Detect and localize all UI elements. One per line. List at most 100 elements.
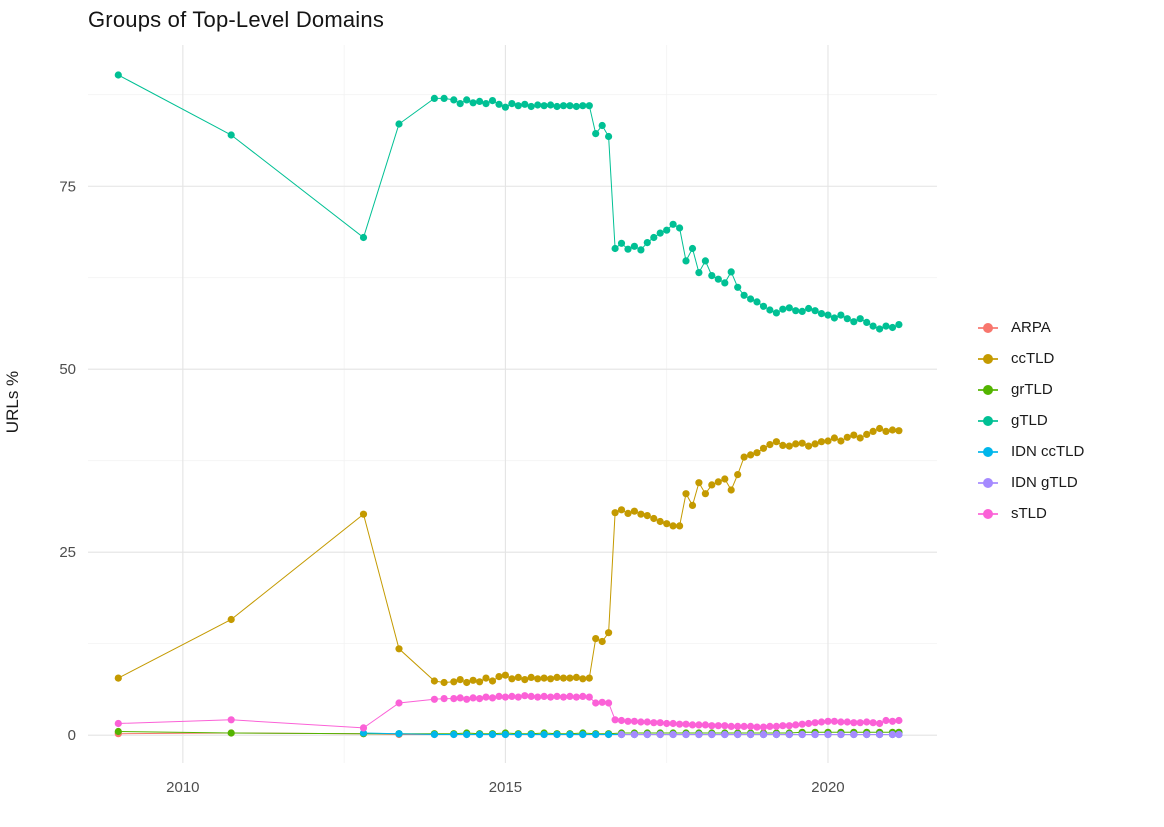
series-point-gtld bbox=[811, 307, 819, 315]
series-point-idn-cctld bbox=[514, 730, 522, 739]
series-point-idn-cctld bbox=[395, 730, 403, 738]
series-point-stld bbox=[227, 716, 235, 724]
series-point-idn-cctld bbox=[359, 729, 368, 737]
series-point-idn-gtld bbox=[630, 730, 639, 739]
series-point-idn-gtld bbox=[682, 730, 690, 739]
series-point-cctld bbox=[227, 615, 235, 624]
series-point-gtld bbox=[559, 102, 568, 110]
series-point-stld bbox=[663, 719, 671, 728]
series-point-stld bbox=[714, 722, 722, 730]
legend-item-idn-gtld: IDN gTLD bbox=[978, 473, 1084, 492]
series-point-cctld bbox=[514, 673, 522, 682]
series-point-cctld bbox=[592, 635, 600, 643]
series-point-stld bbox=[811, 719, 819, 727]
legend-item-cctld: ccTLD bbox=[978, 349, 1084, 368]
series-point-cctld bbox=[395, 645, 403, 653]
series-point-gtld bbox=[656, 229, 664, 237]
series-point-cctld bbox=[534, 675, 542, 683]
legend-key-dot-icon bbox=[983, 477, 993, 488]
series-point-gtld bbox=[469, 99, 477, 107]
series-point-cctld bbox=[617, 506, 626, 514]
series-point-gtld bbox=[476, 97, 484, 105]
series-point-stld bbox=[863, 718, 871, 726]
series-point-cctld bbox=[540, 674, 548, 682]
series-point-cctld bbox=[772, 438, 781, 446]
series-point-cctld bbox=[553, 673, 561, 682]
legend-key bbox=[978, 383, 998, 397]
series-point-stld bbox=[463, 695, 471, 703]
series-point-stld bbox=[430, 695, 438, 703]
series-point-stld bbox=[456, 694, 464, 702]
series-point-cctld bbox=[643, 511, 651, 520]
series-point-idn-gtld bbox=[850, 730, 858, 739]
series-point-gtld bbox=[650, 233, 658, 242]
series-point-idn-cctld bbox=[553, 730, 561, 739]
series-point-idn-gtld bbox=[824, 730, 832, 739]
legend-key-dot-icon bbox=[983, 508, 993, 519]
x-tick-label: 2020 bbox=[811, 779, 844, 796]
y-tick-label: 25 bbox=[59, 544, 76, 561]
series-point-gtld bbox=[785, 304, 793, 312]
series-point-idn-gtld bbox=[643, 730, 651, 739]
series-point-cctld bbox=[359, 510, 368, 518]
series-point-cctld bbox=[508, 675, 516, 683]
series-point-gtld bbox=[540, 102, 548, 110]
series-point-cctld bbox=[895, 427, 903, 435]
series-point-stld bbox=[798, 720, 806, 728]
series-point-stld bbox=[611, 716, 619, 724]
series-point-gtld bbox=[759, 302, 768, 310]
series-point-gtld bbox=[514, 102, 522, 110]
series-point-cctld bbox=[882, 427, 890, 435]
legend-key bbox=[978, 507, 998, 521]
series-point-cctld bbox=[811, 440, 819, 448]
series-point-gtld bbox=[682, 257, 690, 265]
series-point-cctld bbox=[856, 434, 864, 442]
series-point-gtld bbox=[798, 307, 806, 315]
series-point-gtld bbox=[611, 244, 619, 253]
series-point-gtld bbox=[708, 272, 716, 280]
series-point-cctld bbox=[450, 678, 458, 686]
series-point-gtld bbox=[637, 246, 645, 254]
series-point-stld bbox=[721, 722, 729, 730]
series-point-gtld bbox=[669, 220, 677, 228]
series-point-stld bbox=[534, 693, 542, 701]
series-point-stld bbox=[359, 724, 368, 732]
series-point-stld bbox=[508, 692, 516, 701]
series-point-gtld bbox=[630, 242, 639, 250]
legend-item-idn-cctld: IDN ccTLD bbox=[978, 442, 1084, 461]
series-point-stld bbox=[482, 693, 490, 701]
series-point-cctld bbox=[817, 438, 826, 446]
series-point-cctld bbox=[611, 509, 619, 517]
legend-key-dot-icon bbox=[983, 415, 993, 426]
series-point-cctld bbox=[695, 479, 703, 487]
series-point-stld bbox=[759, 723, 768, 731]
series-point-stld bbox=[566, 692, 574, 701]
series-point-cctld bbox=[637, 510, 645, 518]
series-point-stld bbox=[688, 721, 697, 729]
series-point-gtld bbox=[501, 103, 509, 111]
series-point-gtld bbox=[876, 325, 884, 333]
series-point-cctld bbox=[701, 490, 710, 498]
series-point-stld bbox=[772, 722, 781, 731]
series-point-gtld bbox=[772, 309, 781, 317]
series-point-cctld bbox=[624, 509, 632, 517]
series-point-cctld bbox=[572, 673, 581, 682]
series-point-cctld bbox=[521, 676, 529, 684]
series-point-stld bbox=[450, 695, 458, 703]
series-point-gtld bbox=[227, 131, 235, 139]
series-point-gtld bbox=[624, 245, 632, 253]
series-point-gtld bbox=[521, 100, 529, 108]
legend-item-stld: sTLD bbox=[978, 504, 1084, 523]
legend-key-dot-icon bbox=[983, 322, 993, 333]
series-point-idn-gtld bbox=[772, 730, 781, 739]
legend-key-dot-icon bbox=[983, 384, 993, 395]
series-point-cctld bbox=[830, 434, 839, 442]
series-point-gtld bbox=[895, 321, 903, 329]
series-point-gtld bbox=[579, 102, 587, 110]
series-point-cctld bbox=[850, 431, 858, 439]
series-point-gtld bbox=[508, 100, 516, 108]
series-point-idn-gtld bbox=[863, 730, 871, 739]
series-point-cctld bbox=[869, 427, 877, 435]
series-point-stld bbox=[837, 718, 845, 726]
